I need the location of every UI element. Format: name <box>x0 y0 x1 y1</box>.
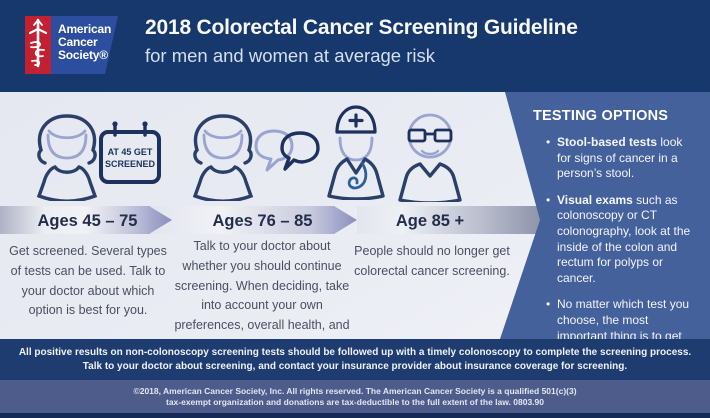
description-45-75: Get screened. Several types of tests can… <box>9 244 167 318</box>
age-band <box>0 206 542 234</box>
calendar-at-45-icon: AT 45 GET SCREENED <box>98 120 162 186</box>
testing-option-stool: Stool-based tests look for signs of canc… <box>546 135 697 182</box>
elderly-man-icon <box>392 110 468 202</box>
age-band-segment-2 <box>150 206 335 234</box>
woman-45-icon <box>28 106 106 201</box>
footer-note: All positive results on non-colonoscopy … <box>0 339 710 380</box>
doctor-icon <box>316 102 396 200</box>
header-titles: 2018 Colorectal Cancer Screening Guideli… <box>145 16 578 67</box>
footer-copyright-line1: ©2018, American Cancer Society, Inc. All… <box>133 386 577 396</box>
calendar-text-line2: SCREENED <box>105 159 156 169</box>
footer-copyright-line2: tax-exempt organization and donations ar… <box>165 397 544 407</box>
bottom-strip <box>0 413 710 418</box>
page-subtitle: for men and women at average risk <box>145 45 435 66</box>
header: American Cancer Society® 2018 Colorectal… <box>0 0 710 92</box>
acs-logo-line3: Society® <box>58 48 108 62</box>
woman-76-icon <box>184 106 262 201</box>
acs-logo-red-panel <box>25 16 51 74</box>
speech-bubbles-icon <box>252 126 322 182</box>
footer-note-line2: Talk to your doctor about screening, and… <box>82 361 628 372</box>
testing-option-visual: Visual exams such as colonoscopy or CT c… <box>546 193 697 287</box>
testing-options-title: TESTING OPTIONS <box>533 108 669 124</box>
page-title: 2018 Colorectal Cancer Screening Guideli… <box>145 16 578 39</box>
acs-logo-line1: American <box>58 22 112 36</box>
footer-copyright: ©2018, American Cancer Society, Inc. All… <box>0 380 710 413</box>
acs-logo: American Cancer Society® <box>25 16 118 74</box>
age-band-segment-3 <box>357 206 542 234</box>
description-85-plus: People should no longer get colorectal c… <box>354 244 510 278</box>
acs-sword-caduceus-icon <box>28 18 48 68</box>
testing-option-no-matter: No matter which test you choose, the mos… <box>546 297 697 339</box>
main-body: AT 45 GET SCREENED <box>0 92 710 352</box>
age-label-76-85: Ages 76 – 85 <box>212 212 313 230</box>
description-76-85: Talk to your doctor about whether you sh… <box>174 239 350 352</box>
acs-logo-line2: Cancer <box>58 35 98 49</box>
age-band-segment-1 <box>0 206 150 234</box>
age-label-85-plus: Age 85 + <box>395 212 465 230</box>
age-label-45-75: Ages 45 – 75 <box>37 212 138 230</box>
calendar-text-line1: AT 45 GET <box>108 147 153 157</box>
testing-options-list: Stool-based tests look for signs of canc… <box>546 135 697 339</box>
footer-note-line1: All positive results on non-colonoscopy … <box>18 347 692 358</box>
acs-logo-text: American Cancer Society® <box>51 16 118 74</box>
